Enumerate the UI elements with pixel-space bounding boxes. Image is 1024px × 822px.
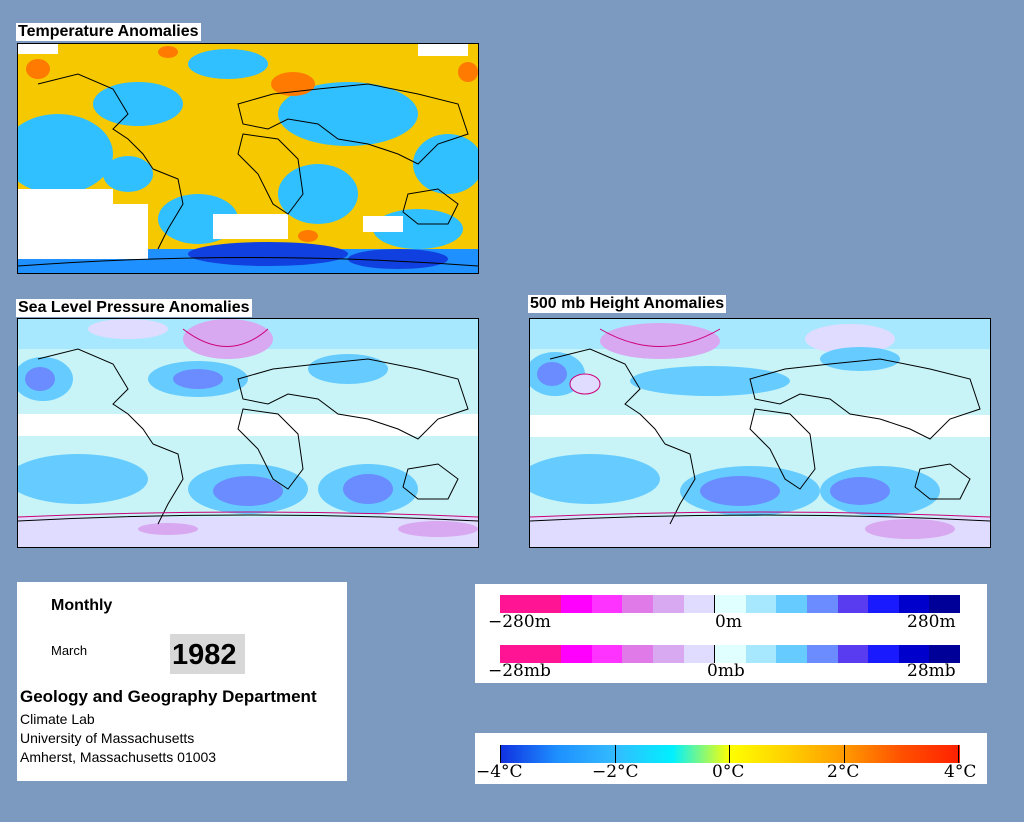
height-swatch-8 [745, 595, 777, 613]
slp-swatch-11 [837, 645, 869, 663]
temp-tick-neg4: −4°C [476, 762, 523, 782]
height-swatch-7 [714, 595, 746, 613]
temp-tickmark-1 [614, 745, 616, 763]
slp-swatch-13 [898, 645, 930, 663]
height-swatch-0 [500, 595, 531, 613]
department-label: Geology and Geography Department [20, 687, 317, 706]
slp-swatch-8 [745, 645, 777, 663]
height-slp-legend: −280m 0m 280m −28mb 0mb 28mb [475, 584, 987, 683]
temp-tick-2: 2°C [827, 762, 860, 782]
lab-label: Climate Lab [20, 711, 95, 727]
height-swatch-2 [561, 595, 592, 613]
temperature-title: Temperature Anomalies [16, 23, 201, 41]
height-swatch-6 [683, 595, 715, 613]
height-swatch-4 [622, 595, 653, 613]
temp-tickmark-3 [843, 745, 845, 763]
slp-title: Sea Level Pressure Anomalies [16, 299, 252, 317]
temperature-legend: −4°C −2°C 0°C 2°C 4°C [475, 733, 987, 784]
university-label: University of Massachusetts [20, 730, 195, 746]
slp-swatch-14 [929, 645, 960, 663]
month-label: March [51, 643, 88, 658]
height-colorbar [500, 595, 960, 613]
slp-swatch-3 [591, 645, 623, 663]
height-swatch-9 [776, 595, 807, 613]
slp-swatch-10 [806, 645, 838, 663]
slp-swatch-7 [714, 645, 746, 663]
temp-tickmark-4 [958, 745, 959, 763]
slp-tick-max: 28mb [907, 661, 956, 681]
slp-swatch-1 [530, 645, 562, 663]
height-swatch-12 [868, 595, 899, 613]
height-swatch-5 [652, 595, 684, 613]
height-swatch-14 [929, 595, 960, 613]
height500-title: 500 mb Height Anomalies [528, 295, 727, 313]
slp-tick-min: −28mb [488, 661, 551, 681]
slp-swatch-12 [868, 645, 899, 663]
address-label: Amherst, Massachusetts 01003 [20, 749, 217, 765]
height500-anomaly-map [529, 318, 991, 548]
temp-tick-neg2: −2°C [592, 762, 639, 782]
height-tick-mid: 0m [715, 612, 742, 632]
temp-tickmark-2 [729, 745, 730, 763]
period-label: Monthly [51, 597, 113, 614]
slp-swatch-6 [683, 645, 715, 663]
info-panel: Monthly March Geology and Geography Depa… [17, 582, 347, 781]
slp-tick-mid: 0mb [707, 661, 745, 681]
height-swatch-13 [898, 595, 930, 613]
year-label: 1982 [172, 639, 237, 671]
temp-tick-4: 4°C [944, 762, 977, 782]
height-tick-min: −280m [488, 612, 551, 632]
slp-colorbar [500, 645, 960, 663]
slp-swatch-5 [652, 645, 684, 663]
slp-swatch-9 [776, 645, 807, 663]
slp-swatch-4 [622, 645, 653, 663]
temperature-colorbar [500, 745, 960, 763]
height-tick-max: 280m [907, 612, 956, 632]
temp-tickmark-0 [500, 745, 501, 763]
slp-anomaly-map [17, 318, 479, 548]
temperature-anomaly-map [17, 43, 479, 274]
slp-swatch-0 [500, 645, 531, 663]
height-swatch-11 [837, 595, 869, 613]
height-swatch-10 [806, 595, 838, 613]
slp-swatch-2 [561, 645, 592, 663]
height-swatch-3 [591, 595, 623, 613]
height-swatch-1 [530, 595, 562, 613]
year-box: 1982 [170, 634, 245, 674]
temp-tick-0: 0°C [712, 762, 745, 782]
